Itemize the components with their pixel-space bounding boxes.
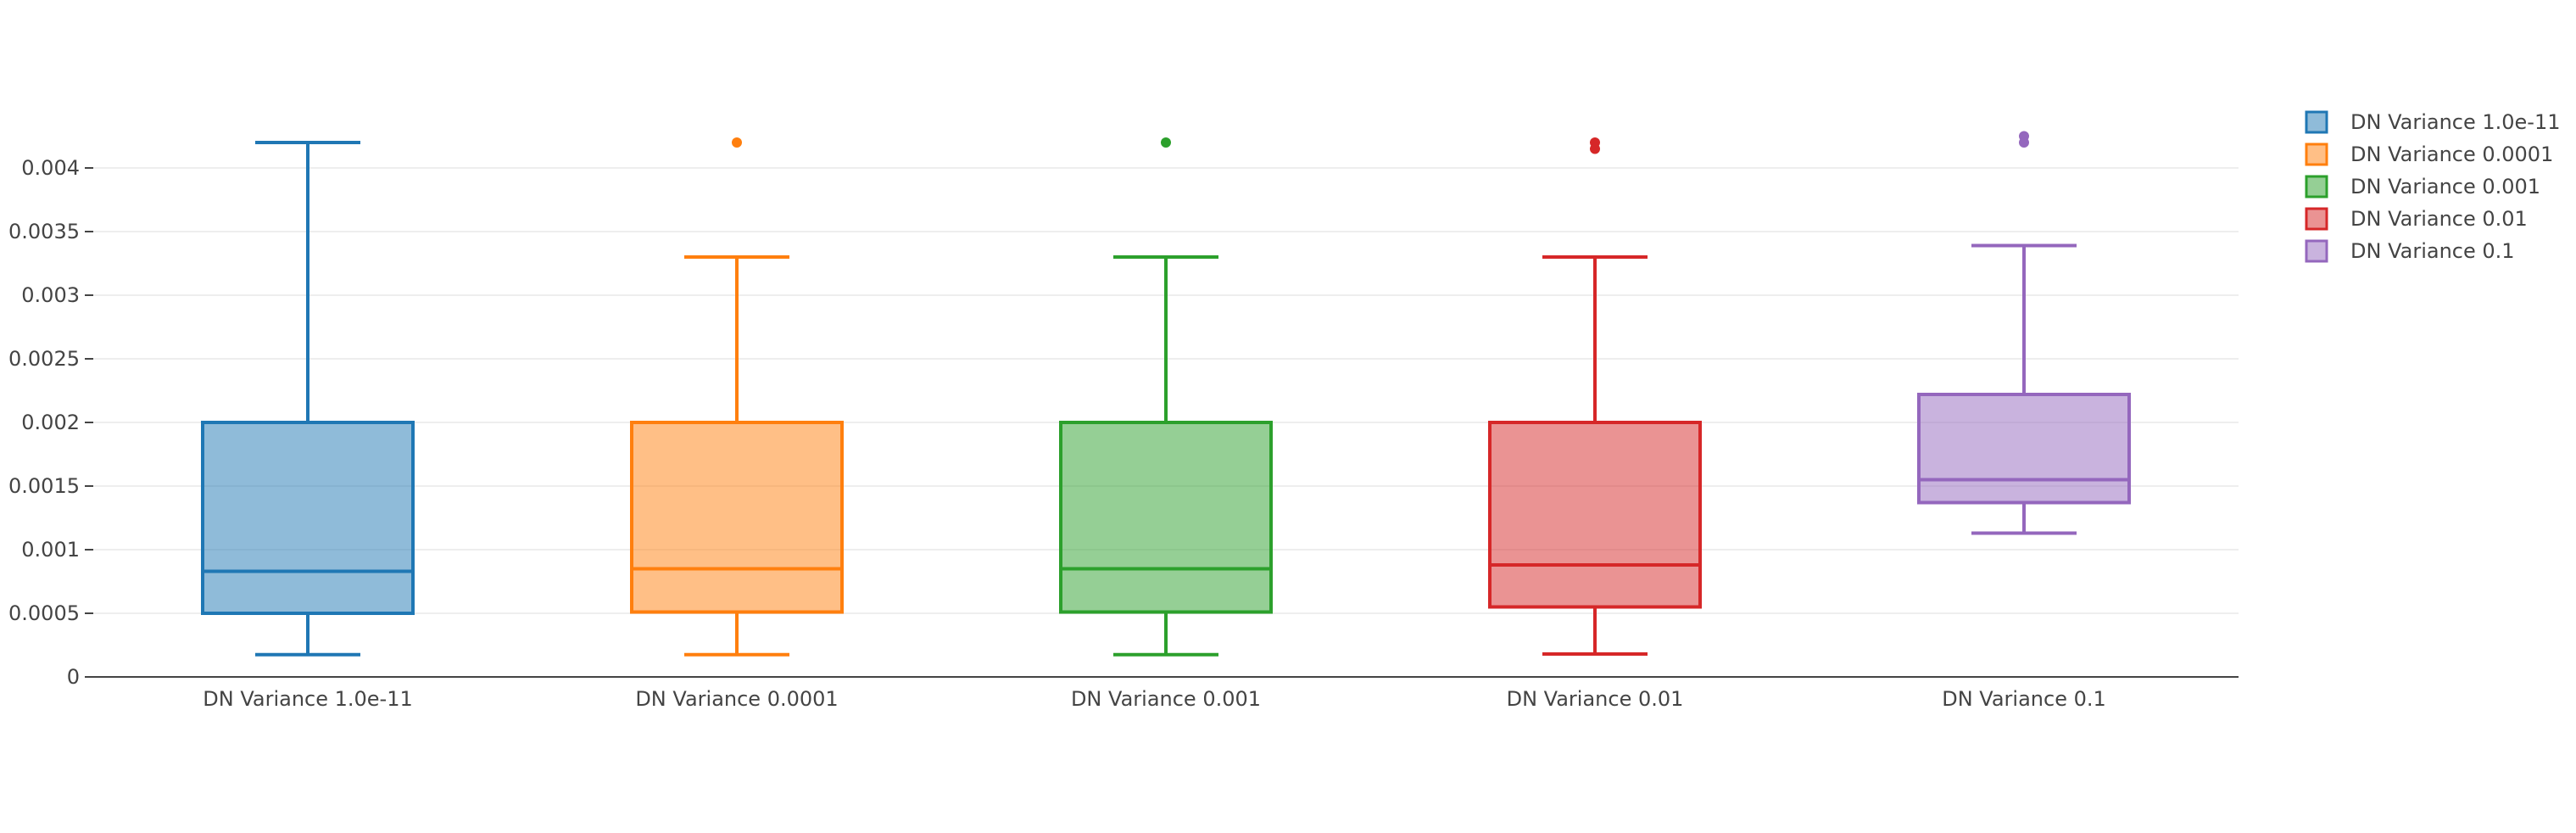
y-tick-label: 0.002 [21,411,80,434]
box-iqr [1917,393,2131,505]
y-tick-label: 0.004 [21,156,80,180]
legend-item: DN Variance 0.001 [2305,175,2540,198]
legend-swatch [2305,143,2328,166]
legend-label: DN Variance 0.1 [2350,239,2515,263]
legend-item: DN Variance 0.1 [2305,239,2515,263]
x-tick-label: DN Variance 0.001 [1071,687,1261,711]
y-tick-label: 0.0005 [8,601,80,625]
legend-swatch [2305,207,2328,231]
y-tick-label: 0.0015 [8,474,80,498]
box-group [1059,137,1273,657]
y-tick-label: 0.003 [21,283,80,307]
legend-label: DN Variance 0.01 [2350,207,2528,231]
box-group [1917,131,2131,535]
legend-swatch [2305,239,2328,263]
box-iqr [1488,421,1702,609]
legend-label: DN Variance 0.001 [2350,175,2540,198]
box-iqr [201,421,415,615]
legend-item: DN Variance 0.0001 [2305,143,2553,166]
outlier-point [732,137,742,148]
legend: DN Variance 1.0e-11 DN Variance 0.0001 DN … [2305,110,2561,263]
y-axis: 0 0.0005 0.001 0.0015 0.002 0.0025 0.003 0.0035… [8,156,93,689]
box-group [1488,137,1702,656]
y-tick-label: 0.0035 [8,220,80,243]
legend-item: DN Variance 0.01 [2305,207,2528,231]
outlier-point [1161,137,1171,148]
box-group [201,141,415,657]
legend-swatch [2305,110,2328,134]
x-tick-label: DN Variance 0.0001 [635,687,838,711]
x-axis: DN Variance 1.0e-11 DN Variance 0.0001 DN … [93,676,2239,711]
y-tick-label: 0.001 [21,538,80,562]
legend-label: DN Variance 0.0001 [2350,143,2553,166]
legend-item: DN Variance 1.0e-11 [2305,110,2561,134]
box-group [630,137,844,657]
outlier-point [1590,143,1600,154]
x-tick-label: DN Variance 0.1 [1942,687,2106,711]
box-iqr [630,421,844,614]
x-tick-label: DN Variance 0.01 [1507,687,1684,711]
legend-swatch [2305,175,2328,198]
x-tick-label: DN Variance 1.0e-11 [203,687,413,711]
outlier-point [2019,137,2029,148]
y-tick-label: 0 [67,665,80,689]
box-series [201,131,2131,657]
box-iqr [1059,421,1273,614]
legend-label: DN Variance 1.0e-11 [2350,110,2561,134]
y-tick-label: 0.0025 [8,347,80,371]
